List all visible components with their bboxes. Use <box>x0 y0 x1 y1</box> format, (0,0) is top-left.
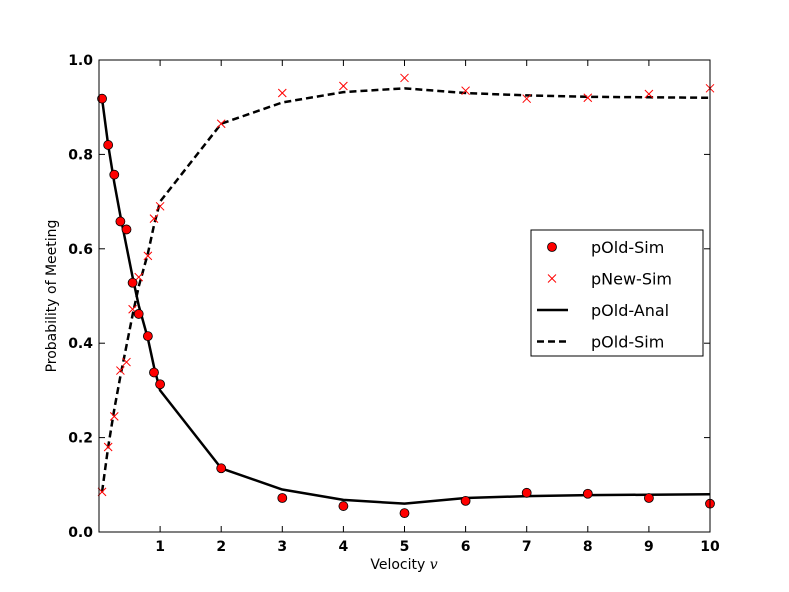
data-point-stroke-b <box>143 251 153 261</box>
data-point <box>97 93 107 104</box>
legend-marker-stroke-b <box>547 274 557 283</box>
data-point <box>644 89 654 99</box>
data-point <box>399 508 410 519</box>
data-point <box>109 412 119 421</box>
ticks-layer: 1 2 3 4 5 6 7 8 9 10 0.0 0.2 0.4 0.6 0.8 1.0 <box>68 53 720 555</box>
data-point-stroke-b <box>103 442 113 452</box>
x-tick-label: 2 <box>216 539 226 555</box>
data-point <box>461 86 470 96</box>
data-point-stroke-b <box>109 412 119 421</box>
x-tick-label: 5 <box>400 539 410 555</box>
data-point-stroke-b <box>339 81 348 91</box>
legend-marker <box>547 274 557 283</box>
series-line <box>100 87 711 493</box>
data-point <box>277 88 287 98</box>
y-tick-label: 0.6 <box>68 242 93 258</box>
data-point <box>122 357 131 367</box>
data-point <box>644 493 654 503</box>
data-point-stroke-b <box>400 73 409 83</box>
data-point <box>121 224 132 235</box>
data-point-stroke-b <box>583 93 593 103</box>
legend-box <box>530 229 704 357</box>
data-point <box>522 94 532 104</box>
series-layer <box>97 73 715 519</box>
data-point-stroke-b <box>461 86 470 96</box>
data-point <box>149 367 159 378</box>
legend-label: pNew-Sim <box>591 270 672 289</box>
data-point <box>116 366 125 375</box>
data-point <box>127 277 138 288</box>
data-point-stroke-b <box>522 94 532 104</box>
x-axis-label-text: Velocity <box>370 557 425 573</box>
data-point-stroke-b <box>128 304 137 314</box>
x-tick-label: 3 <box>277 539 287 555</box>
data-point-stroke-b <box>644 89 654 99</box>
data-point <box>216 463 227 474</box>
data-point <box>109 169 120 180</box>
y-tick-label: 1.0 <box>68 53 93 69</box>
data-point <box>149 214 159 223</box>
x-tick-label: 6 <box>461 539 471 555</box>
data-point-stroke-b <box>149 214 159 223</box>
data-point-stroke-b <box>277 88 287 98</box>
data-point <box>583 93 593 103</box>
y-tick-label: 0.8 <box>68 147 93 163</box>
data-point <box>143 251 153 261</box>
y-tick-label: 0.0 <box>68 525 93 541</box>
data-point <box>155 379 166 390</box>
data-point <box>400 73 409 83</box>
data-point-stroke-b <box>116 366 125 375</box>
data-point <box>103 140 114 150</box>
x-tick-label: 10 <box>700 539 720 555</box>
legend-marker <box>547 242 557 252</box>
data-point <box>338 501 349 511</box>
legend-label: pOld-Sim <box>591 333 664 352</box>
legend-label: pOld-Anal <box>591 301 669 320</box>
series-3 <box>100 87 711 493</box>
legend-label: pOld-Sim <box>591 238 664 257</box>
x-axis-label-var: v <box>430 557 438 573</box>
data-point <box>155 201 165 211</box>
data-point <box>115 216 126 227</box>
x-axis-label: Velocity v <box>370 557 437 573</box>
legend: pOld-Sim pNew-Sim pOld-Anal pOld-Sim <box>530 229 704 357</box>
data-point <box>216 119 226 129</box>
x-tick-label: 8 <box>583 539 593 555</box>
data-point-stroke-b <box>155 201 165 211</box>
y-axis-label: Probability of Meeting <box>44 220 60 373</box>
data-point-stroke-b <box>122 357 131 367</box>
y-tick-label: 0.2 <box>68 431 93 447</box>
x-tick-label: 7 <box>522 539 532 555</box>
series-0 <box>97 93 715 519</box>
data-point <box>521 487 532 498</box>
data-point <box>103 442 113 452</box>
y-tick-label: 0.4 <box>68 336 93 352</box>
data-point <box>582 488 593 499</box>
data-point <box>277 493 288 503</box>
data-point <box>460 495 471 506</box>
x-tick-label: 4 <box>339 539 349 555</box>
data-point <box>133 309 144 319</box>
data-point-stroke-b <box>216 119 226 129</box>
x-tick-label: 9 <box>644 539 654 555</box>
x-tick-label: 1 <box>155 539 165 555</box>
data-point <box>142 331 153 342</box>
data-point <box>339 81 348 91</box>
